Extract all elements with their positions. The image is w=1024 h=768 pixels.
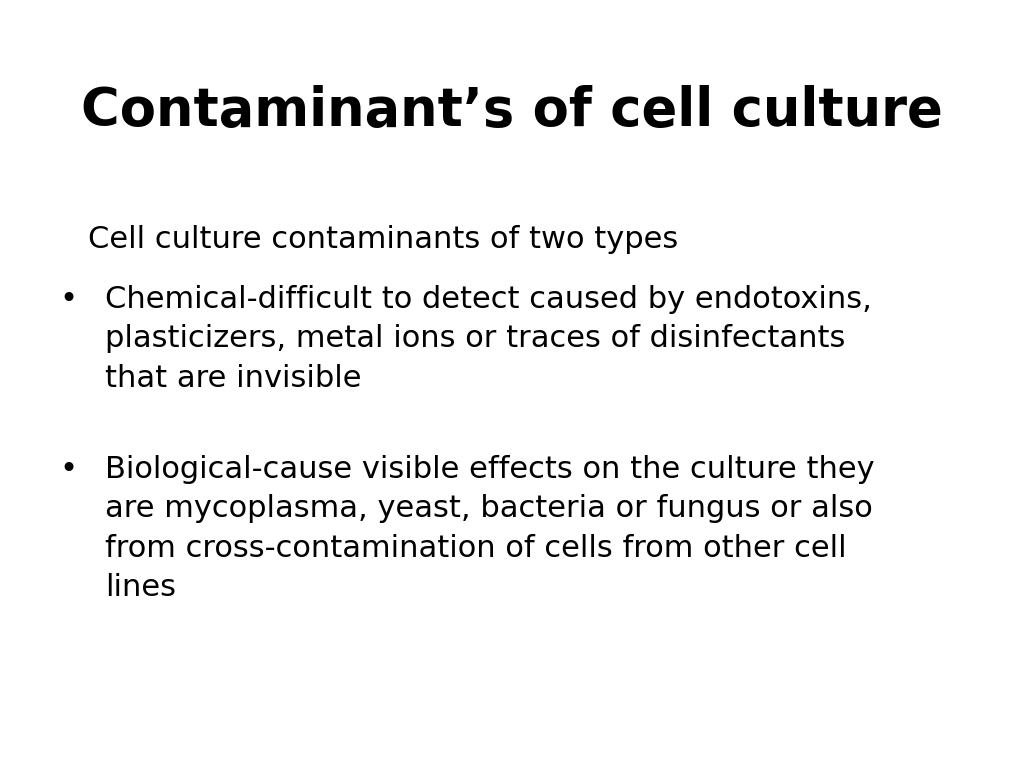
Text: Cell culture contaminants of two types: Cell culture contaminants of two types bbox=[88, 225, 678, 254]
Text: Chemical-difficult to detect caused by endotoxins,
plasticizers, metal ions or t: Chemical-difficult to detect caused by e… bbox=[105, 285, 871, 392]
Text: Biological-cause visible effects on the culture they
are mycoplasma, yeast, bact: Biological-cause visible effects on the … bbox=[105, 455, 874, 602]
Text: Contaminant’s of cell culture: Contaminant’s of cell culture bbox=[81, 85, 943, 137]
Text: •: • bbox=[59, 455, 77, 484]
Text: •: • bbox=[59, 285, 77, 314]
